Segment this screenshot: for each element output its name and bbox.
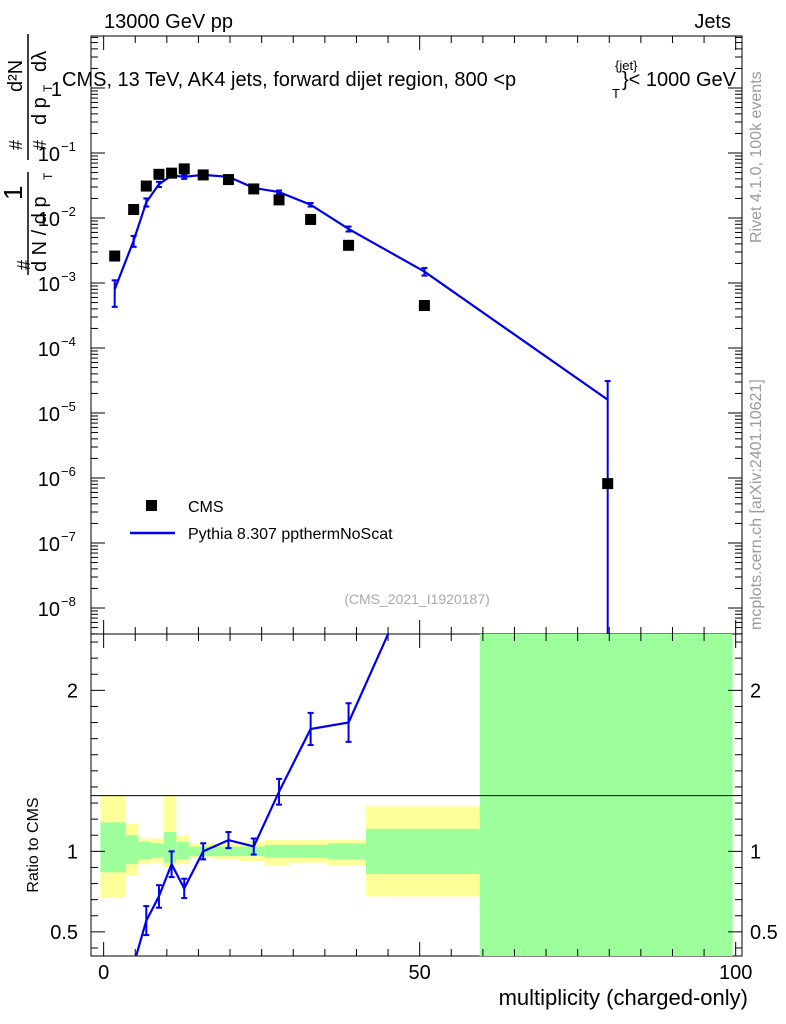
svg-text:T: T: [41, 84, 55, 92]
data-point: [248, 183, 260, 195]
data-point: [343, 239, 355, 251]
legend: CMS Pythia 8.307 ppthermNoScat: [130, 499, 393, 543]
band-inner-11: [328, 843, 366, 860]
analysis-watermark: (CMS_2021_I1920187): [344, 591, 490, 607]
y-ratio-tick-label-right: 2: [750, 680, 761, 702]
y-main-tick-label: 10: [38, 534, 60, 556]
y-axis-label-main: # 1 d N / d p T # d²N # d p T dλ: [0, 34, 55, 275]
data-point: [602, 478, 614, 490]
band-inner-12: [365, 828, 480, 874]
mc-line: [113, 173, 609, 401]
y-ratio-tick-label: 2: [67, 680, 78, 702]
svg-text:dλ: dλ: [29, 51, 51, 72]
data-point: [222, 174, 234, 186]
x-tick-label: 50: [409, 962, 431, 984]
data-point: [418, 300, 430, 312]
y-main-tick-exponent: −3: [61, 269, 76, 284]
band-inner-10: [290, 844, 329, 858]
band-inner-8: [239, 846, 265, 857]
rivet-label: Rivet 4.1.0, 100k events: [748, 71, 765, 243]
mc-series: [111, 172, 611, 634]
y-main-tick-exponent: −1: [61, 139, 76, 154]
band-inner-3: [151, 843, 164, 858]
svg-text:T: T: [41, 172, 55, 180]
plot-title-end: }< 1000 GeV: [622, 69, 737, 91]
y-main-tick-exponent: −5: [61, 399, 76, 414]
y-main-tick-label: 1: [51, 79, 62, 101]
band-inner-1: [125, 835, 139, 865]
y-main-tick-label: 10: [38, 339, 60, 361]
plot-title-sub: T: [612, 86, 620, 101]
band-inner-4: [163, 832, 177, 863]
ratio-frame: [90, 633, 743, 957]
svg-text:d²N: d²N: [5, 60, 27, 92]
y-ratio-tick-label: 1: [67, 841, 78, 863]
y-main-tick-exponent: −6: [61, 464, 76, 479]
band-inner-0: [100, 822, 126, 873]
data-point: [140, 180, 152, 192]
y-main-tick-label: 10: [38, 404, 60, 426]
legend-mc-label: Pythia 8.307 ppthermNoScat: [188, 526, 393, 543]
data-series: [109, 163, 614, 490]
y-main-tick-label: 10: [38, 469, 60, 491]
svg-text:d N / d p: d N / d p: [29, 196, 51, 272]
ratio-line: [134, 634, 390, 956]
data-point: [109, 250, 121, 262]
legend-data-label: CMS: [188, 499, 224, 516]
y-axis-label-ratio: Ratio to CMS: [25, 797, 42, 892]
y-ratio-tick-label: 0.5: [50, 922, 78, 944]
svg-text:1: 1: [0, 186, 28, 200]
band-inner-5: [176, 841, 189, 860]
y-main-tick-exponent: −4: [61, 334, 76, 349]
main-frame: [90, 35, 743, 635]
y-main-tick-exponent: −8: [61, 594, 76, 609]
y-main-tick-label: 10: [38, 274, 60, 296]
band-inner-9: [264, 844, 291, 858]
x-tick-label: 100: [719, 962, 752, 984]
y-main-tick-exponent: −2: [61, 204, 76, 219]
band-inner-2: [138, 841, 152, 860]
band-inner-13: [479, 634, 733, 956]
header-right: Jets: [694, 11, 731, 33]
data-point: [128, 204, 140, 216]
band-inner-6: [188, 846, 215, 857]
y-ratio-tick-label-right: 0.5: [750, 922, 778, 944]
data-point: [166, 167, 178, 179]
header-left: 13000 GeV pp: [104, 11, 233, 33]
data-point: [305, 213, 317, 225]
svg-text:#: #: [6, 140, 26, 150]
ratio-series: [134, 634, 390, 956]
ratio-uncertainty-bands: [100, 634, 733, 956]
data-point: [273, 194, 285, 206]
plot-title-sup: {jet}: [615, 58, 638, 73]
x-axis-label: multiplicity (charged-only): [499, 985, 748, 1010]
svg-text:#: #: [30, 140, 50, 150]
data-point: [153, 168, 165, 180]
mcplots-label: mcplots.cern.ch [arXiv:2401.10621]: [748, 379, 765, 630]
svg-text:d p: d p: [29, 97, 51, 125]
x-tick-label: 0: [98, 962, 109, 984]
y-main-tick-exponent: −7: [61, 529, 76, 544]
legend-data-marker: [146, 500, 157, 511]
y-main-tick-label: 10: [38, 144, 60, 166]
band-inner-7: [214, 846, 240, 857]
data-point: [197, 169, 209, 181]
plot-title: CMS, 13 TeV, AK4 jets, forward dijet reg…: [62, 69, 516, 91]
y-ratio-tick-label-right: 1: [750, 841, 761, 863]
y-main-tick-label: 10: [38, 599, 60, 621]
data-point: [178, 163, 190, 175]
y-main-tick-label: 10: [38, 209, 60, 231]
svg-text:#: #: [14, 260, 34, 270]
